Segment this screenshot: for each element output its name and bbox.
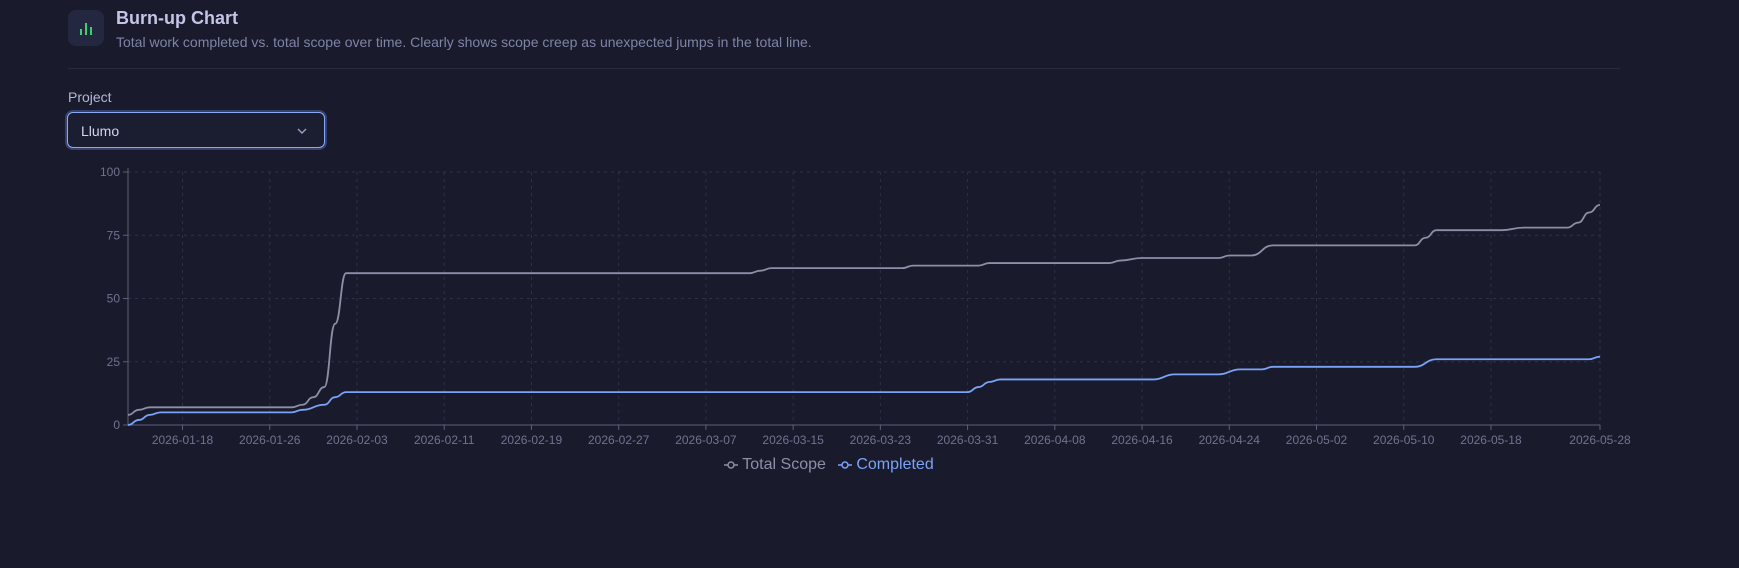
x-tick-label: 2026-03-15 (762, 433, 824, 447)
chart-series (127, 203, 1601, 426)
chevron-down-icon (297, 128, 307, 134)
x-tick-label: 2026-02-19 (501, 433, 563, 447)
x-tick-label: 2026-02-27 (588, 433, 650, 447)
x-tick-label: 2026-05-18 (1460, 433, 1522, 447)
legend-line-icon (838, 461, 853, 469)
x-tick-label: 2026-05-28 (1569, 433, 1631, 447)
x-tick-label: 2026-02-11 (414, 433, 475, 447)
x-tick-label: 2026-05-02 (1286, 433, 1348, 447)
page-subtitle: Total work completed vs. total scope ove… (116, 34, 812, 50)
y-tick-label: 25 (107, 355, 121, 369)
x-tick-label: 2026-04-16 (1111, 433, 1173, 447)
x-tick-label: 2026-04-24 (1199, 433, 1261, 447)
legend-item-completed[interactable]: Completed (838, 456, 934, 474)
page-title: Burn-up Chart (116, 8, 238, 28)
series-line-completed (127, 355, 1601, 426)
legend-item-total-scope[interactable]: Total Scope (724, 456, 826, 474)
legend-label-total-scope: Total Scope (742, 456, 826, 473)
legend-line-icon (724, 461, 739, 469)
series-line-total-scope (127, 203, 1601, 416)
burnup-chart: 0 25 50 75 100 2026-01-18 2026-01-26 2026-02-03… (100, 165, 1631, 447)
header-divider (68, 68, 1620, 69)
bar-chart-icon (68, 10, 104, 46)
x-tick-label: 2026-03-23 (850, 433, 912, 447)
x-tick-label: 2026-05-10 (1373, 433, 1435, 447)
y-tick-label: 100 (100, 165, 120, 179)
chart-grid (128, 171, 1601, 425)
legend-label-completed: Completed (856, 456, 934, 473)
project-select[interactable]: Llumo (67, 112, 325, 148)
x-tick-label: 2026-01-18 (152, 433, 214, 447)
y-tick-label: 50 (107, 292, 121, 306)
x-tick-label: 2026-03-31 (937, 433, 999, 447)
chart-legend: Total Scope Completed (0, 456, 1658, 475)
x-tick-label: 2026-03-07 (675, 433, 737, 447)
x-tick-label: 2026-02-03 (326, 433, 388, 447)
chart-axes: 0 25 50 75 100 2026-01-18 2026-01-26 2026-02-03… (100, 165, 1631, 447)
y-tick-label: 0 (113, 418, 120, 432)
x-tick-label: 2026-01-26 (239, 433, 301, 447)
chart-header: Burn-up Chart Total work completed vs. t… (68, 8, 1619, 68)
project-label: Project (68, 89, 112, 105)
x-tick-label: 2026-04-08 (1024, 433, 1086, 447)
y-tick-label: 75 (107, 228, 121, 242)
project-select-value: Llumo (81, 123, 120, 139)
